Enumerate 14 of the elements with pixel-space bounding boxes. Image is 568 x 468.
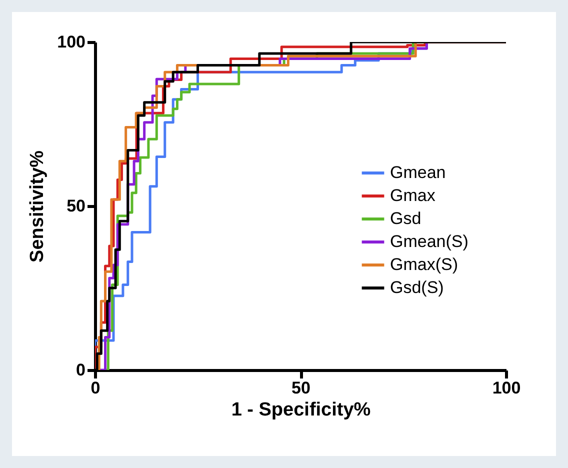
x-tick-label: 50 xyxy=(292,378,310,398)
legend-label: Gmax(S) xyxy=(390,255,458,274)
legend-label: Gsd(S) xyxy=(390,278,444,297)
legend-label: Gmean xyxy=(390,163,446,182)
y-axis-title: Sensitivity% xyxy=(27,150,48,262)
y-tick-label: 100 xyxy=(57,32,86,52)
y-tick-label: 50 xyxy=(66,196,86,216)
legend-label: Gmax xyxy=(390,186,436,205)
x-tick-label: 100 xyxy=(492,378,521,398)
y-tick-label: 0 xyxy=(76,360,86,380)
legend-label: Gsd xyxy=(390,209,422,228)
x-axis-title: 1 - Specificity% xyxy=(231,400,371,420)
x-tick-label: 0 xyxy=(90,378,100,398)
legend-label: Gmean(S) xyxy=(390,232,468,251)
